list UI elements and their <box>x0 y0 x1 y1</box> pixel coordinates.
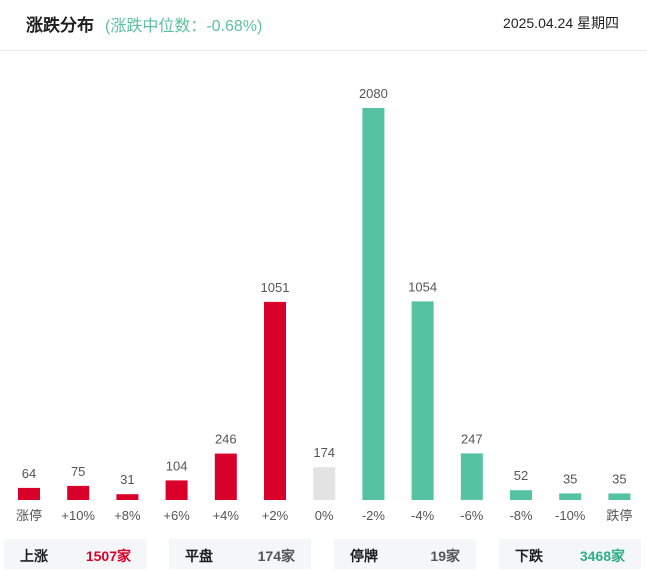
category-label: 跌停 <box>606 508 632 523</box>
category-label: +10% <box>61 508 95 523</box>
bar-0 <box>18 487 40 500</box>
category-label: 涨停 <box>16 508 42 523</box>
category-label: -6% <box>460 508 484 523</box>
summary-up-label: 上涨 <box>20 548 48 564</box>
summary-flat-label: 平盘 <box>185 548 213 564</box>
bar-5 <box>264 301 286 500</box>
bar-value-label: 104 <box>166 458 188 473</box>
category-label: +6% <box>163 508 190 523</box>
bar-8 <box>411 301 434 500</box>
bar-10 <box>510 490 532 500</box>
bar-value-label: 247 <box>461 431 483 446</box>
summary-down-label: 下跌 <box>515 548 543 564</box>
bar-value-label: 35 <box>563 471 577 486</box>
bar-3 <box>165 480 188 500</box>
chart-header: 涨跌分布 (涨跌中位数：-0.68%) 2025.04.24 星期四 <box>0 0 647 48</box>
category-label: -4% <box>411 508 435 523</box>
bar-9 <box>460 453 483 500</box>
median-change-subtitle: (涨跌中位数：-0.68%) <box>105 18 263 35</box>
category-label: -10% <box>555 508 586 523</box>
summary-card-flat: 平盘 174家 <box>169 539 311 569</box>
bar-value-label: 2080 <box>359 86 388 101</box>
summary-suspended-count: 19家 <box>430 548 460 564</box>
bar-value-label: 64 <box>22 466 36 481</box>
chart-title: 涨跌分布 <box>26 16 94 35</box>
category-label: -8% <box>509 508 533 523</box>
category-label: +4% <box>213 508 240 523</box>
summary-card-down: 下跌 3468家 <box>499 539 641 569</box>
bar-1 <box>67 485 90 500</box>
category-label: +2% <box>262 508 289 523</box>
summary-flat-count: 174家 <box>257 548 295 564</box>
bar-7 <box>362 108 385 500</box>
category-label: 0% <box>315 508 334 523</box>
bar-value-label: 246 <box>215 432 237 447</box>
bar-6 <box>313 467 336 500</box>
bar-value-label: 52 <box>514 468 528 483</box>
bar-value-label: 75 <box>71 464 85 479</box>
bar-12 <box>608 493 631 500</box>
summary-suspended-label: 停牌 <box>350 548 378 564</box>
summary-bar: 上涨 1507家 平盘 174家 停牌 19家 下跌 3468家 <box>0 539 647 571</box>
bar-value-label: 1054 <box>408 279 437 294</box>
bar-4 <box>214 453 237 500</box>
bar-2 <box>116 494 139 500</box>
summary-down-count: 3468家 <box>579 548 625 564</box>
bar-value-label: 174 <box>313 445 335 460</box>
bar-value-label: 35 <box>612 471 626 486</box>
summary-up-count: 1507家 <box>85 548 131 564</box>
summary-card-up: 上涨 1507家 <box>4 539 147 569</box>
trade-date: 2025.04.24 星期四 <box>503 15 619 31</box>
category-label: +8% <box>114 508 141 523</box>
category-label: -2% <box>362 508 386 523</box>
bar-value-label: 1051 <box>261 280 290 295</box>
bar-11 <box>559 493 582 500</box>
summary-card-suspended: 停牌 19家 <box>334 539 476 569</box>
bar-value-label: 31 <box>120 472 134 487</box>
header-divider <box>0 50 647 51</box>
